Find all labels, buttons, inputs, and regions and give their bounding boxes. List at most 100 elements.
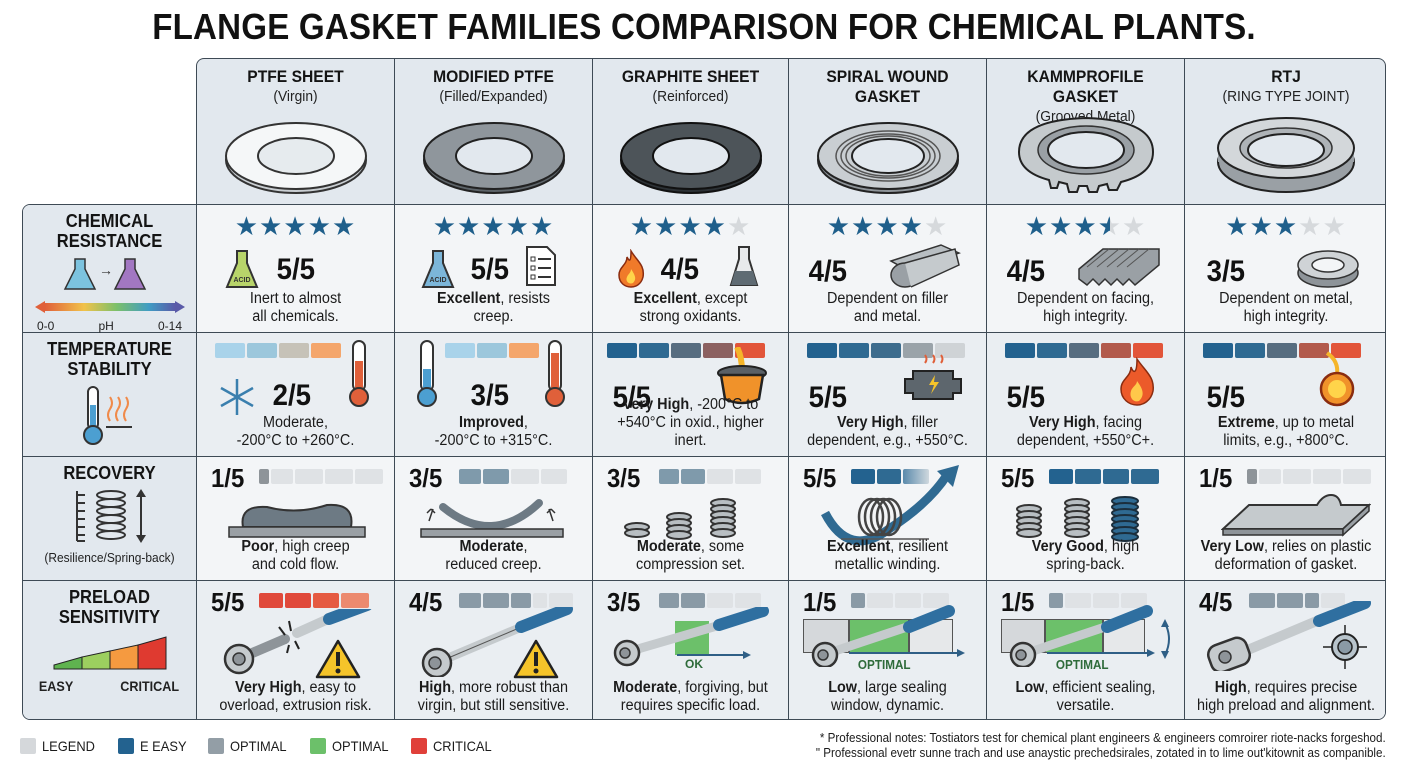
torque-wrench-icon <box>1206 601 1371 671</box>
cell-temperature-graphite: 5/5 Very High, -200°C to +540°C in oxid.,… <box>593 333 789 457</box>
row-title: RESISTANCE <box>56 231 163 251</box>
description: Moderate, some compression set. <box>636 538 745 573</box>
column-header-graphite-sheet: GRAPHITE SHEET (Reinforced) <box>593 59 789 204</box>
score: 4/5 <box>808 255 848 288</box>
metal-ring-icon <box>1297 250 1359 288</box>
flask-transition-icon: → <box>63 258 146 290</box>
target-crosshair-icon <box>1323 625 1367 669</box>
star-rating: ★★★★★ <box>1024 211 1147 241</box>
legend-item: OPTIMAL <box>309 738 393 754</box>
acid-flask-icon: ACID <box>421 250 455 288</box>
score: 4/5 <box>660 253 700 286</box>
preload-bar <box>851 593 949 608</box>
column-name: KAMMPROFILE GASKET <box>1027 67 1144 106</box>
cell-temperature-spiral-wound: 5/5 Very High, filler dependent, e.g., +5… <box>789 333 987 457</box>
description: Excellent, resists creep. <box>437 290 550 325</box>
description: Extreme, up to metal limits, e.g., +800°C… <box>1217 414 1355 449</box>
torque-wrench-icon <box>811 605 965 667</box>
column-name: RTJ <box>1271 67 1301 86</box>
row-label-chemical-resistance: CHEMICAL RESISTANCE → 0-0 pH 0-14 <box>23 205 197 333</box>
description: Very High, facing dependent, +550°C+. <box>1016 414 1155 449</box>
torque-wrench-icon <box>613 607 769 667</box>
scale-right-label: CRITICAL <box>119 678 179 694</box>
recovery-bar <box>659 469 761 484</box>
beaker-icon <box>729 246 759 286</box>
cell-chemical-spiral-wound: ★★★★★ 4/5 Dependent on filler and metal. <box>789 205 987 333</box>
temperature-bar <box>1005 343 1163 358</box>
cell-temperature-kammprofile: 5/5 Very High, facing dependent, +550°C+. <box>987 333 1185 457</box>
warning-icon <box>315 639 361 679</box>
document-checklist-icon <box>526 246 556 286</box>
cell-recovery-rtj: 1/5 Very Low, relies on plastic deformati… <box>1185 457 1385 581</box>
score: 1/5 <box>211 463 245 493</box>
hot-thermometer-icon <box>349 340 369 407</box>
column-subtitle: (Virgin) <box>273 88 318 105</box>
recovery-bar <box>1247 469 1371 484</box>
description: High, requires precise high preload and a… <box>1197 679 1375 714</box>
column-header-modified-ptfe: MODIFIED PTFE (Filled/Expanded) <box>395 59 593 204</box>
spring-stacks-icon <box>624 498 736 540</box>
row-title: SENSITIVITY <box>58 607 161 627</box>
cell-recovery-spiral-wound: 5/5 Excellent, resilient metallic winding… <box>789 457 987 581</box>
description: Improved, -200°C to +315°C. <box>434 414 553 449</box>
score: 1/5 <box>1001 587 1035 617</box>
note-line: " Professional evetr sunne trach and use… <box>816 746 1386 760</box>
description: Low, efficient sealing, versatile. <box>1015 679 1156 714</box>
note-line: * Professional notes: Tostiators test fo… <box>820 731 1386 745</box>
torque-wrench-icon <box>1009 605 1170 667</box>
preload-bar <box>659 593 761 608</box>
column-subtitle: (Filled/Expanded) <box>439 88 548 105</box>
spiral-winding-icon <box>889 244 961 288</box>
cell-preload-modified-ptfe: 4/5 High, more robust than virgin, but st… <box>395 581 593 719</box>
description: Low, large sealing window, dynamic. <box>828 679 947 714</box>
score: 2/5 <box>272 379 312 412</box>
description: Inert to almost all chemicals. <box>249 290 342 325</box>
hot-thermometer-icon <box>545 340 565 407</box>
star-rating: ★★★★★ <box>1225 211 1347 241</box>
temperature-bar <box>445 343 539 358</box>
score: 5/5 <box>808 381 848 414</box>
molten-metal-icon <box>1319 351 1355 407</box>
column-header-spiral-wound: SPIRAL WOUND GASKET <box>789 59 987 204</box>
temperature-bar <box>1203 343 1361 358</box>
page-title: FLANGE GASKET FAMILIES COMPARISON FOR CH… <box>152 6 1256 47</box>
column-subtitle: (RING TYPE JOINT) <box>1222 88 1350 105</box>
sensitivity-wedge-icon <box>53 636 166 670</box>
score: 1/5 <box>1199 463 1233 493</box>
description: Excellent, except strong oxidants. <box>633 290 748 325</box>
preload-bar <box>259 593 369 608</box>
ptfe-ring-icon <box>224 122 367 194</box>
ph-scale-icon <box>34 301 185 313</box>
legend-item: OPTIMAL <box>208 738 291 754</box>
preload-bar <box>1049 593 1147 608</box>
recovery-bar <box>1049 469 1159 484</box>
cell-temperature-ptfe: 2/5 Moderate, -200°C to +260°C. <box>197 333 395 457</box>
optimal-label: OPTIMAL <box>1055 657 1109 672</box>
star-rating: ★★★★★ <box>629 211 752 241</box>
description: Dependent on metal, high integrity. <box>1219 290 1353 325</box>
svg-text:→: → <box>99 262 113 278</box>
legend: LEGEND E EASY OPTIMAL OPTIMAL CRITICAL <box>20 738 505 754</box>
ph-scale-mid: pH <box>98 319 114 333</box>
modified-ptfe-ring-icon <box>422 122 565 194</box>
score: 5/5 <box>803 463 837 493</box>
legend-item: LEGEND <box>20 738 100 754</box>
temperature-bar <box>807 343 965 358</box>
score: 3/5 <box>409 463 443 493</box>
comparison-grid: CHEMICAL RESISTANCE → 0-0 pH 0-14 ★★★★★ … <box>22 204 1386 720</box>
description: Dependent on facing, high integrity. <box>1016 290 1155 325</box>
column-subtitle: (Reinforced) <box>652 88 729 105</box>
column-name-line2: GASKET <box>854 87 921 106</box>
deformed-plate-icon <box>1221 493 1371 537</box>
description: Dependent on filler and metal. <box>826 290 949 325</box>
score: 5/5 <box>1006 381 1046 414</box>
score: 5/5 <box>470 253 510 286</box>
legend-swatch-icon <box>208 738 225 754</box>
cell-recovery-kammprofile: 5/5 Very Good, high spring-back. <box>987 457 1185 581</box>
description: Excellent, resilient metallic winding. <box>827 538 948 573</box>
score: 5/5 <box>612 381 652 414</box>
acid-flask-icon: ACID <box>225 250 259 288</box>
kammprofile-ring-icon <box>1017 116 1154 193</box>
flame-icon <box>1120 357 1154 406</box>
row-title: STABILITY <box>67 359 152 379</box>
